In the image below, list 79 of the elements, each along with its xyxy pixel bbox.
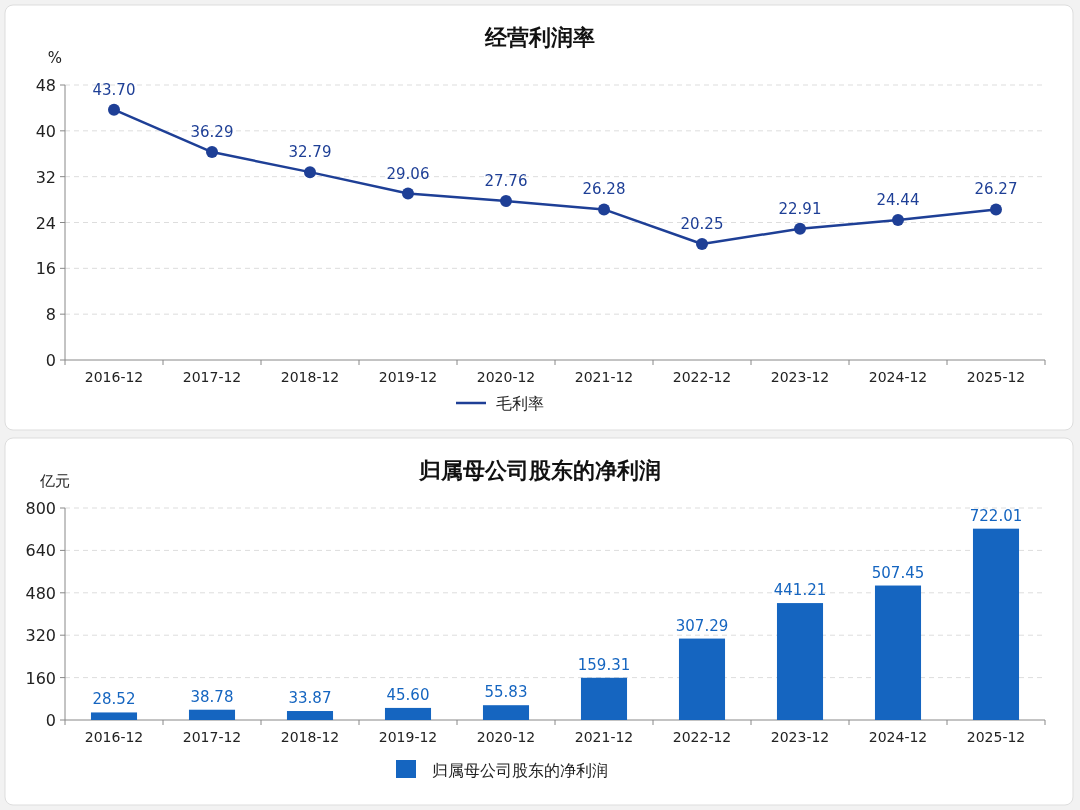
point xyxy=(598,203,610,216)
data-label: 45.60 xyxy=(386,685,430,704)
data-label: 307.29 xyxy=(675,616,729,635)
point xyxy=(500,194,512,207)
y-tick-label: 24 xyxy=(35,213,56,233)
data-label: 27.76 xyxy=(484,171,528,190)
point xyxy=(892,213,904,226)
x-tick-label: 2020-12 xyxy=(476,369,536,385)
x-tick-label: 2024-12 xyxy=(868,729,928,745)
data-label: 26.28 xyxy=(582,180,626,199)
y-tick-label: 0 xyxy=(45,711,56,730)
point xyxy=(304,166,316,179)
bar xyxy=(188,709,236,720)
data-label: 38.78 xyxy=(190,687,234,706)
bar xyxy=(874,585,922,720)
point xyxy=(402,187,414,200)
x-tick-label: 2017-12 xyxy=(182,369,242,385)
data-label: 22.91 xyxy=(778,199,822,218)
data-label: 36.29 xyxy=(190,123,234,142)
point xyxy=(696,237,708,250)
y-axis-title: % xyxy=(47,49,63,67)
y-tick-label: 16 xyxy=(35,259,56,279)
bar xyxy=(776,603,824,720)
data-label: 441.21 xyxy=(773,581,827,600)
data-label: 32.79 xyxy=(288,143,332,162)
bar xyxy=(90,712,138,720)
y-tick-label: 320 xyxy=(25,626,56,646)
x-tick-label: 2024-12 xyxy=(868,369,928,385)
x-tick-label: 2022-12 xyxy=(672,729,732,745)
x-tick-label: 2019-12 xyxy=(378,369,438,385)
x-tick-label: 2018-12 xyxy=(280,369,340,385)
x-tick-label: 2021-12 xyxy=(574,369,634,385)
point xyxy=(990,203,1002,216)
x-tick-label: 2019-12 xyxy=(378,729,438,745)
bar xyxy=(384,707,432,720)
data-label: 24.44 xyxy=(876,190,920,209)
y-tick-label: 8 xyxy=(45,305,56,325)
x-tick-label: 2023-12 xyxy=(770,729,830,745)
x-tick-label: 2017-12 xyxy=(182,729,242,745)
data-label: 722.01 xyxy=(969,506,1023,525)
chart-title: 归属母公司股东的净利润 xyxy=(418,458,661,483)
y-tick-label: 0 xyxy=(45,351,56,370)
x-tick-label: 2020-12 xyxy=(476,729,536,745)
bar xyxy=(580,677,628,720)
y-tick-label: 40 xyxy=(35,121,56,141)
x-tick-label: 2025-12 xyxy=(966,369,1026,385)
y-axis-title: 亿元 xyxy=(39,472,70,490)
legend-label: 毛利率 xyxy=(496,394,544,413)
y-tick-label: 160 xyxy=(25,668,56,688)
data-label: 26.27 xyxy=(974,180,1018,199)
data-label: 43.70 xyxy=(92,80,136,99)
bar xyxy=(972,528,1020,720)
point xyxy=(206,146,218,159)
x-tick-label: 2025-12 xyxy=(966,729,1026,745)
data-label: 507.45 xyxy=(871,563,925,582)
data-label: 28.52 xyxy=(92,690,136,709)
bar xyxy=(678,638,726,720)
x-tick-label: 2023-12 xyxy=(770,369,830,385)
data-label: 20.25 xyxy=(680,214,724,233)
data-label: 29.06 xyxy=(386,164,430,183)
data-label: 159.31 xyxy=(577,655,631,674)
chart-title: 经营利润率 xyxy=(484,25,595,50)
x-tick-label: 2022-12 xyxy=(672,369,732,385)
point xyxy=(794,222,806,235)
x-tick-label: 2021-12 xyxy=(574,729,634,745)
y-tick-label: 800 xyxy=(25,499,56,518)
legend-label: 归属母公司股东的净利润 xyxy=(432,761,608,780)
x-tick-label: 2016-12 xyxy=(84,369,144,385)
y-tick-label: 480 xyxy=(25,583,56,603)
data-label: 55.83 xyxy=(484,683,528,702)
bar xyxy=(482,705,530,720)
point xyxy=(108,103,120,116)
data-label: 33.87 xyxy=(288,689,332,708)
y-tick-label: 32 xyxy=(35,167,56,187)
x-tick-label: 2016-12 xyxy=(84,729,144,745)
y-tick-label: 640 xyxy=(25,541,56,561)
bar xyxy=(286,711,334,720)
x-tick-label: 2018-12 xyxy=(280,729,340,745)
y-tick-label: 48 xyxy=(35,76,56,95)
